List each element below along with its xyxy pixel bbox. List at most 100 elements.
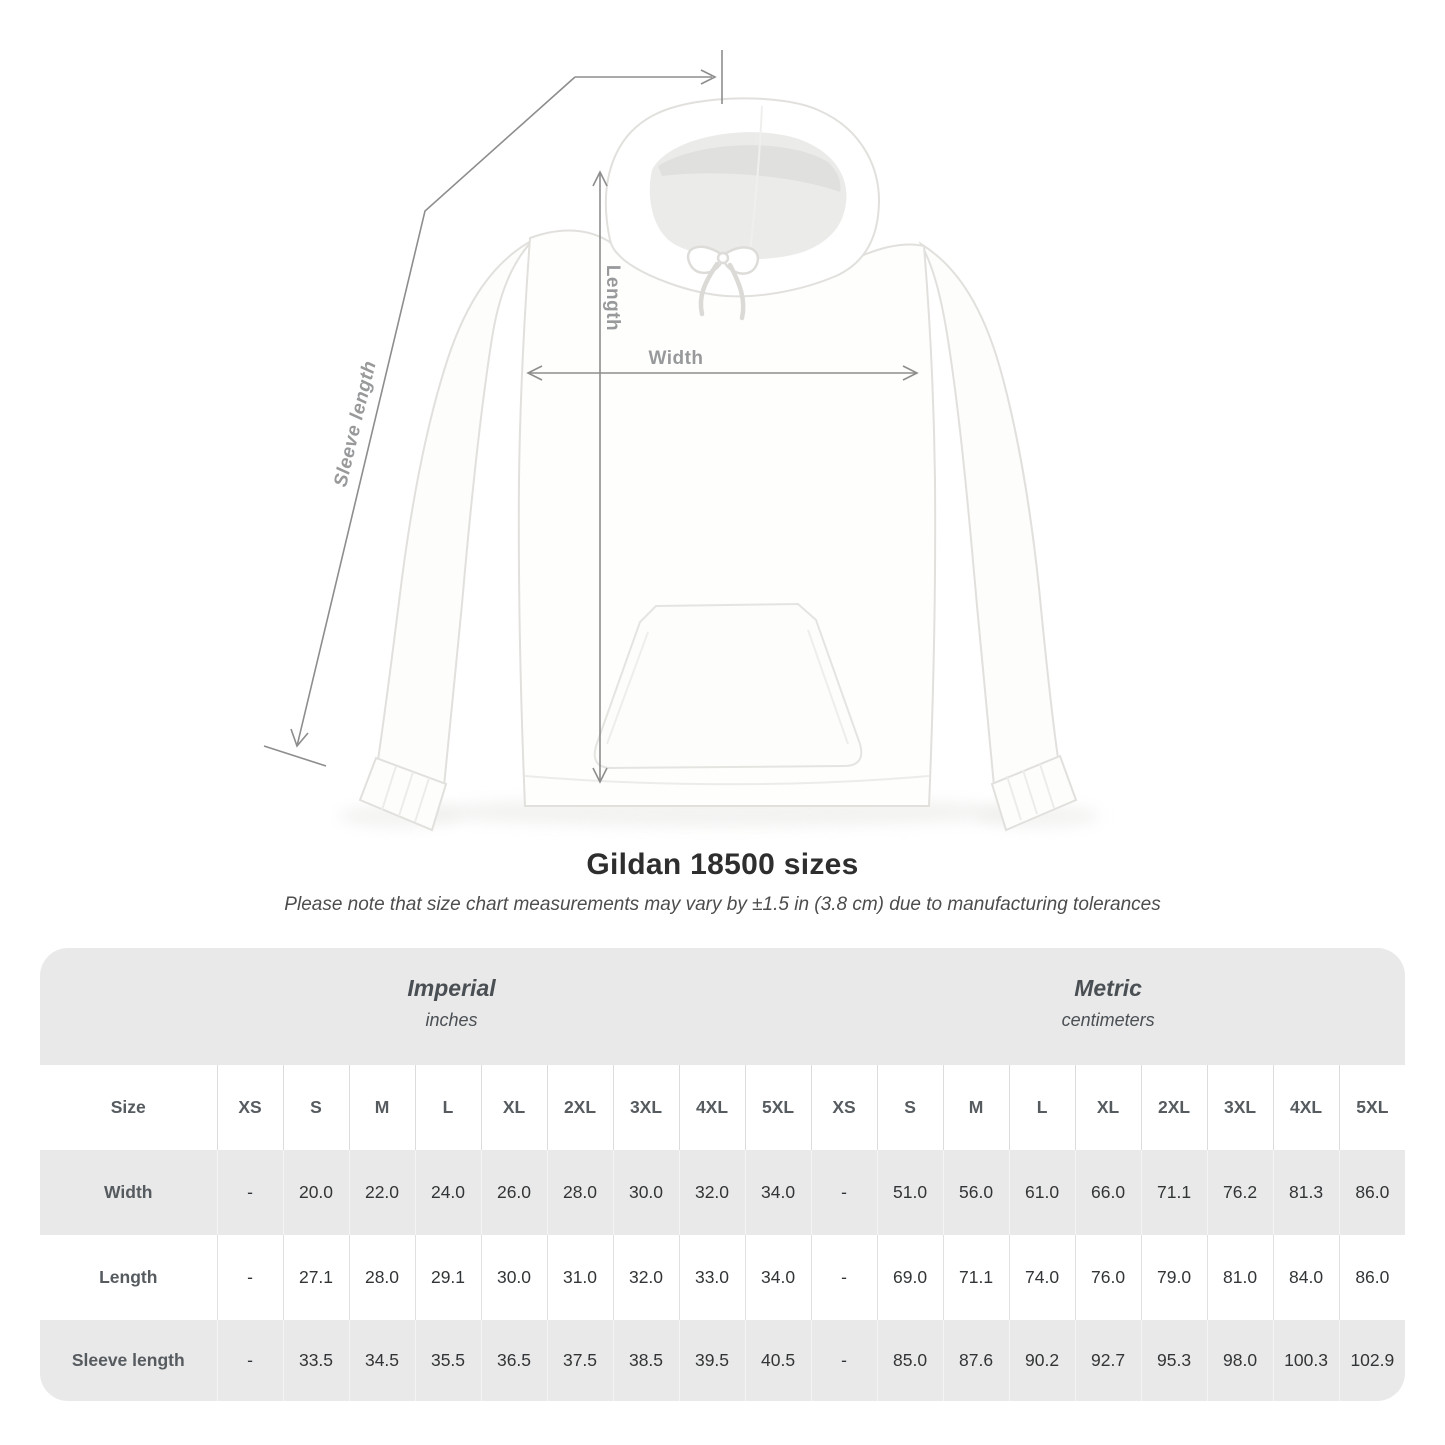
measurement-arrows xyxy=(263,50,919,784)
value-cell: 81.3 xyxy=(1272,1150,1340,1235)
hoodie-sleeves xyxy=(358,239,1078,832)
value-cell: 76.2 xyxy=(1206,1150,1274,1235)
value-cell: 34.0 xyxy=(744,1150,812,1235)
imperial-unit: inches xyxy=(425,1009,478,1030)
imperial-title: Imperial xyxy=(407,975,496,1001)
value-cell: - xyxy=(810,1150,878,1235)
value-cell: 28.0 xyxy=(348,1235,415,1320)
value-cell: - xyxy=(216,1235,283,1320)
value-cell: 36.5 xyxy=(480,1320,547,1401)
value-cell: 39.5 xyxy=(678,1320,745,1401)
value-cell: 40.5 xyxy=(744,1320,812,1401)
hood-inner-deep-shadow xyxy=(658,145,841,192)
value-cell: 38.5 xyxy=(612,1320,679,1401)
size-column-header: Size xyxy=(40,1065,217,1150)
size-header-metric-5xl: 5XL xyxy=(1338,1065,1405,1150)
size-header-imperial-4xl: 4XL xyxy=(678,1065,745,1150)
value-cell: 51.0 xyxy=(876,1150,944,1235)
length-arrowhead-bottom xyxy=(592,767,608,784)
hoodie-pocket xyxy=(593,602,863,770)
unit-header-row: Imperial inches Metric centimeters xyxy=(40,948,1405,1065)
imperial-header: Imperial inches xyxy=(40,948,812,1065)
width-arrowhead-right xyxy=(902,365,919,381)
value-cell: 61.0 xyxy=(1008,1150,1076,1235)
size-header-metric-l: L xyxy=(1008,1065,1076,1150)
table-row-width: Width - 20.0 22.0 24.0 26.0 28.0 30.0 32… xyxy=(40,1150,1405,1235)
value-cell: 26.0 xyxy=(480,1150,547,1235)
metric-unit: centimeters xyxy=(1061,1009,1155,1030)
sleeve-arrowhead-right xyxy=(700,69,717,85)
value-cell: 33.5 xyxy=(282,1320,349,1401)
hoodie-hood xyxy=(604,97,880,298)
hoodie-right-sleeve xyxy=(918,241,1060,788)
size-header-metric-xs: XS xyxy=(810,1065,878,1150)
hoodie-drawstring-bow xyxy=(686,245,760,321)
value-cell: 76.0 xyxy=(1074,1235,1142,1320)
value-cell: 24.0 xyxy=(414,1150,481,1235)
row-label-sleeve-length: Sleeve length xyxy=(40,1320,217,1401)
value-cell: 37.5 xyxy=(546,1320,613,1401)
value-cell: 22.0 xyxy=(348,1150,415,1235)
value-cell: 30.0 xyxy=(480,1235,547,1320)
sleeve-arrow-diagonal xyxy=(296,76,576,747)
size-table: Imperial inches Metric centimeters Size … xyxy=(40,948,1405,1401)
value-cell: 27.1 xyxy=(282,1235,349,1320)
size-header-imperial-xl: XL xyxy=(480,1065,547,1150)
value-cell: - xyxy=(216,1320,283,1401)
width-arrowhead-left xyxy=(526,365,543,381)
length-arrowhead-top xyxy=(592,170,608,187)
cuff-rib-lines xyxy=(381,763,1055,823)
value-cell: 31.0 xyxy=(546,1235,613,1320)
row-label-length: Length xyxy=(40,1235,217,1320)
value-cell: 20.0 xyxy=(282,1150,349,1235)
table-row-sleeve-length: Sleeve length - 33.5 34.5 35.5 36.5 37.5… xyxy=(40,1320,1405,1401)
value-cell: 85.0 xyxy=(876,1320,944,1401)
hoodie-measurement-diagram: Length Width Sleeve length xyxy=(263,50,1100,832)
size-header-metric-2xl: 2XL xyxy=(1140,1065,1208,1150)
size-header-imperial-3xl: 3XL xyxy=(612,1065,679,1150)
value-cell: 71.1 xyxy=(1140,1150,1208,1235)
tolerance-note: Please note that size chart measurements… xyxy=(284,894,1161,915)
size-header-metric-s: S xyxy=(876,1065,944,1150)
value-cell: 84.0 xyxy=(1272,1235,1340,1320)
hem-seam xyxy=(524,775,930,786)
page-title: Gildan 18500 sizes xyxy=(586,848,859,881)
sleeve-length-label: Sleeve length xyxy=(330,359,381,489)
value-cell: 29.1 xyxy=(414,1235,481,1320)
size-header-imperial-xs: XS xyxy=(216,1065,283,1150)
size-header-metric-3xl: 3XL xyxy=(1206,1065,1274,1150)
table-row-length: Length - 27.1 28.0 29.1 30.0 31.0 32.0 3… xyxy=(40,1235,1405,1320)
width-label: Width xyxy=(648,348,703,369)
value-cell: 35.5 xyxy=(414,1320,481,1401)
metric-header: Metric centimeters xyxy=(811,948,1405,1065)
value-cell: 98.0 xyxy=(1206,1320,1274,1401)
value-cell: 79.0 xyxy=(1140,1235,1208,1320)
value-cell: 69.0 xyxy=(876,1235,944,1320)
value-cell: - xyxy=(810,1235,878,1320)
size-header-row: Size XS S M L XL 2XL 3XL 4XL 5XL XS S M … xyxy=(40,1065,1405,1150)
value-cell: 87.6 xyxy=(942,1320,1010,1401)
value-cell: 30.0 xyxy=(612,1150,679,1235)
value-cell: 56.0 xyxy=(942,1150,1010,1235)
size-table-container: Imperial inches Metric centimeters Size … xyxy=(40,948,1405,1401)
value-cell: 34.5 xyxy=(348,1320,415,1401)
sleeve-bottom-tick xyxy=(263,745,327,767)
row-label-width: Width xyxy=(40,1150,217,1235)
value-cell: 100.3 xyxy=(1272,1320,1340,1401)
value-cell: 28.0 xyxy=(546,1150,613,1235)
length-label: Length xyxy=(602,265,623,331)
hood-center-seam xyxy=(749,105,763,253)
size-header-imperial-2xl: 2XL xyxy=(546,1065,613,1150)
size-header-imperial-m: M xyxy=(348,1065,415,1150)
size-header-imperial-5xl: 5XL xyxy=(744,1065,812,1150)
value-cell: 81.0 xyxy=(1206,1235,1274,1320)
size-header-metric-xl: XL xyxy=(1074,1065,1142,1150)
value-cell: - xyxy=(216,1150,283,1235)
sleeve-arrowhead-bottom xyxy=(290,728,309,748)
value-cell: 32.0 xyxy=(612,1235,679,1320)
size-header-metric-m: M xyxy=(942,1065,1010,1150)
metric-title: Metric xyxy=(1074,975,1142,1001)
value-cell: 102.9 xyxy=(1338,1320,1405,1401)
hoodie-left-sleeve xyxy=(376,239,534,788)
